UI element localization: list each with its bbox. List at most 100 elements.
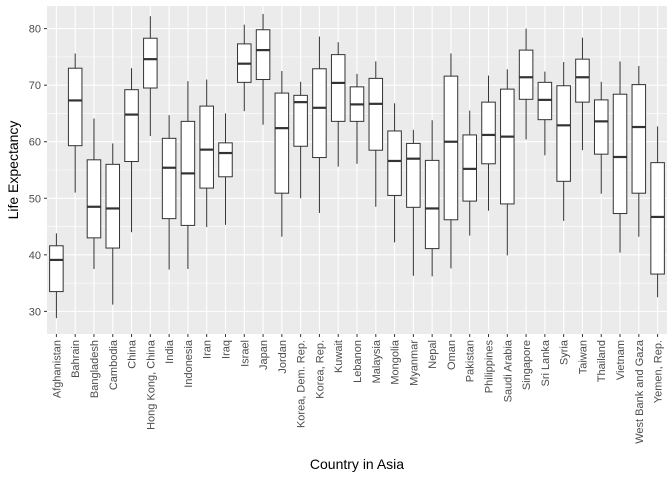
box-iqr [199, 105, 214, 189]
x-tick-label: Vietnam [615, 340, 627, 380]
x-tick-label: West Bank and Gaza [634, 339, 646, 444]
box-iqr [86, 159, 102, 239]
box-29 [575, 37, 590, 151]
y-tick-label: 50 [29, 193, 41, 205]
box-20 [406, 129, 421, 276]
box-22 [443, 53, 459, 269]
box-3 [86, 118, 102, 269]
box-28 [556, 61, 571, 221]
x-tick-label: Afghanistan [51, 340, 63, 398]
x-tick-label: China [127, 339, 139, 369]
x-tick-label: Jordan [277, 340, 289, 374]
box-iqr [143, 37, 158, 89]
y-axis-title: Life Expectancy [5, 121, 21, 220]
box-iqr [255, 29, 271, 81]
box-iqr [406, 142, 421, 208]
box-27 [537, 71, 553, 156]
x-tick-label: Myanmar [408, 340, 420, 386]
box-26 [518, 28, 534, 140]
box-iqr [105, 163, 121, 249]
box-6 [143, 16, 158, 137]
x-tick-label: Thailand [596, 340, 608, 382]
box-7 [161, 115, 177, 270]
box-10 [218, 113, 233, 225]
box-1 [49, 233, 64, 319]
x-tick-label: Nepal [427, 340, 439, 369]
box-iqr [312, 68, 327, 159]
x-axis-title: Country in Asia [310, 456, 404, 472]
boxes [49, 13, 665, 319]
x-tick-label: India [164, 339, 176, 364]
y-tick-label: 40 [29, 250, 41, 262]
box-iqr [387, 130, 402, 196]
box-5 [124, 68, 139, 233]
x-tick-label: Israel [239, 340, 251, 367]
box-iqr [424, 159, 440, 250]
box-16 [330, 42, 346, 167]
x-tick-label: Philippines [484, 340, 496, 394]
box-iqr [500, 88, 515, 205]
x-tick-label: Sri Lanka [540, 339, 552, 386]
box-25 [500, 69, 515, 256]
x-tick-label: Korea, Dem. Rep. [296, 340, 308, 428]
x-tick-label: Oman [446, 340, 458, 370]
x-tick-label: Singapore [521, 340, 533, 390]
box-iqr [575, 58, 590, 103]
box-30 [593, 81, 609, 194]
x-tick-label: Mongolia [390, 339, 402, 385]
box-9 [199, 79, 214, 228]
y-tick-label: 80 [29, 24, 41, 36]
box-iqr [443, 75, 459, 221]
box-iqr [650, 162, 665, 275]
box-24 [481, 75, 496, 211]
box-iqr [556, 85, 571, 182]
x-tick-label: Malaysia [371, 339, 383, 383]
x-tick-label: Iraq [220, 340, 232, 359]
box-32 [631, 65, 647, 237]
x-tick-label: Iran [202, 340, 214, 359]
box-31 [612, 61, 628, 253]
box-8 [180, 81, 196, 269]
box-15 [312, 36, 327, 213]
box-33 [650, 126, 665, 298]
box-iqr [218, 142, 233, 178]
y-axis: 30 40 50 60 70 80 [29, 24, 47, 318]
box-19 [387, 103, 402, 243]
box-iqr [67, 67, 83, 147]
box-iqr [274, 92, 290, 194]
box-iqr [481, 101, 496, 165]
box-iqr [612, 93, 628, 215]
y-tick-label: 70 [29, 80, 41, 92]
x-tick-label: Indonesia [183, 339, 195, 388]
box-2 [67, 53, 83, 193]
box-iqr [631, 84, 647, 194]
box-iqr [161, 137, 177, 220]
x-tick-label: Japan [258, 340, 270, 370]
box-iqr [293, 94, 308, 147]
box-iqr [537, 81, 553, 121]
box-21 [424, 120, 440, 277]
x-tick-label: Cambodia [108, 339, 120, 390]
x-tick-label: Lebanon [352, 340, 364, 383]
box-iqr [518, 49, 534, 100]
box-14 [293, 81, 308, 199]
y-tick-label: 30 [29, 306, 41, 318]
x-tick-label: Hong Kong, China [145, 339, 157, 430]
box-17 [349, 73, 365, 164]
box-13 [274, 71, 290, 237]
x-tick-label: Bangladesh [89, 340, 101, 398]
x-tick-label: Yemen, Rep. [653, 340, 665, 403]
x-axis: Afghanistan Bahrain Bangladesh Cambodia Chin… [51, 334, 665, 444]
box-iqr [49, 245, 64, 293]
box-12 [255, 13, 271, 125]
box-23 [462, 110, 477, 236]
x-tick-label: Taiwan [577, 340, 589, 374]
box-iqr [330, 54, 346, 122]
x-tick-label: Saudi Arabia [502, 339, 514, 402]
x-tick-label: Kuwait [333, 340, 345, 373]
y-tick-label: 60 [29, 137, 41, 149]
box-18 [368, 61, 384, 207]
x-tick-label: Syria [559, 339, 571, 365]
